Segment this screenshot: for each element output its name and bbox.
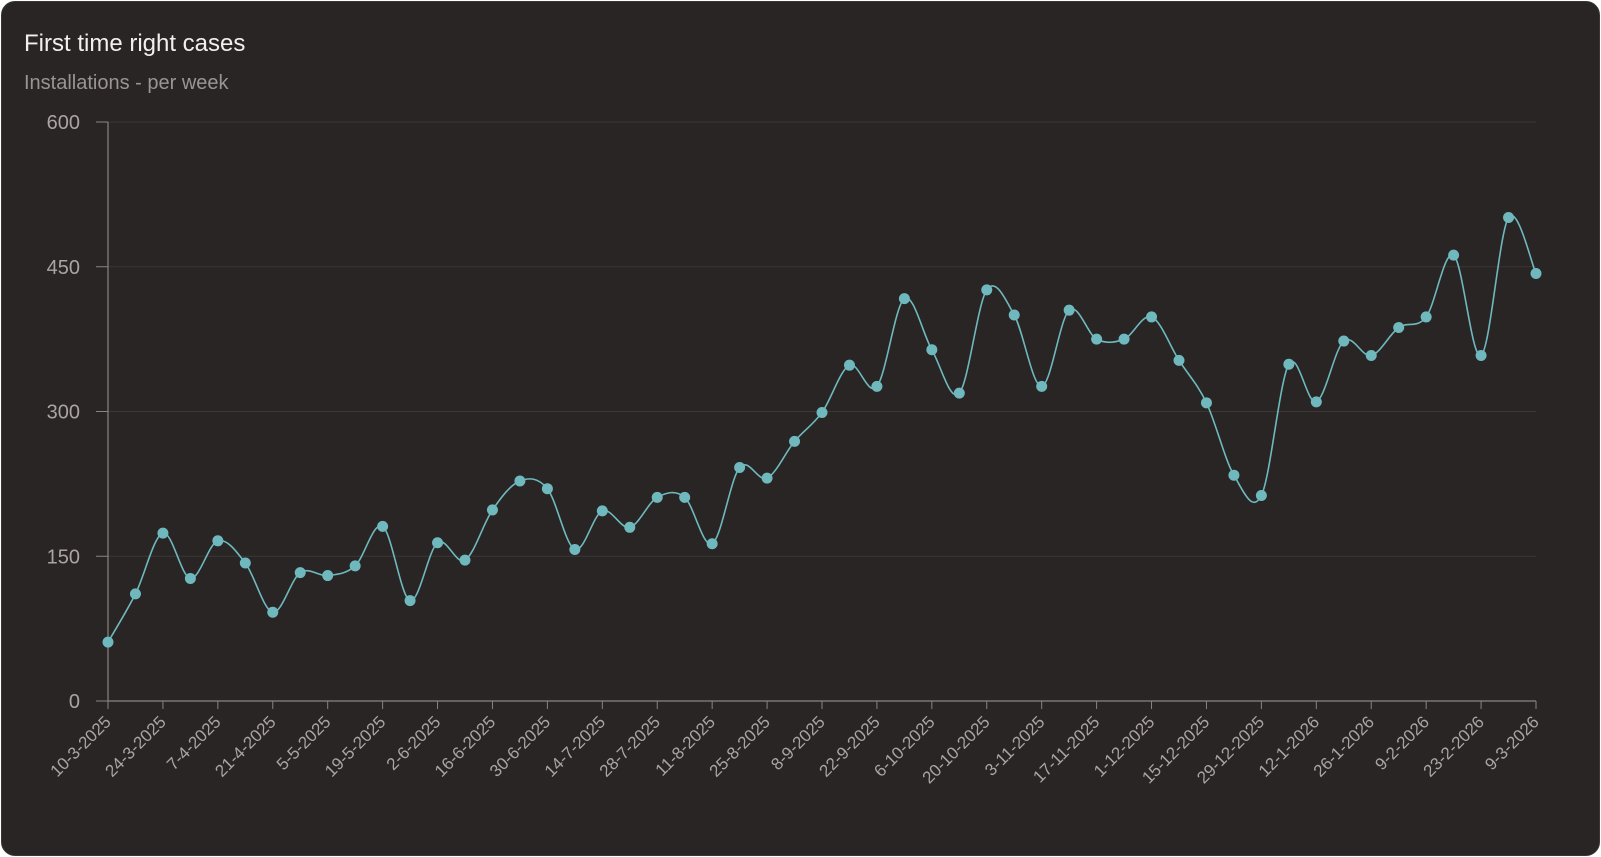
- data-point[interactable]: [706, 538, 718, 550]
- data-point[interactable]: [432, 537, 444, 549]
- y-axis-ticks: 0 150 300 450 600: [47, 112, 108, 713]
- y-tick-label: 600: [47, 112, 80, 134]
- x-tick-label: 26-1-2026: [1310, 712, 1378, 780]
- x-tick-label: 19-5-2025: [321, 712, 389, 780]
- data-point[interactable]: [1420, 311, 1432, 323]
- data-point[interactable]: [267, 606, 279, 618]
- x-tick-label: 24-3-2025: [102, 712, 170, 780]
- chart-subtitle: Installations - per week: [24, 72, 229, 94]
- data-point[interactable]: [514, 475, 526, 487]
- data-point[interactable]: [1200, 397, 1212, 409]
- data-point[interactable]: [1310, 396, 1322, 408]
- x-tick-label: 9-3-2026: [1481, 712, 1543, 774]
- data-point[interactable]: [898, 293, 910, 305]
- data-point[interactable]: [377, 520, 389, 532]
- data-point[interactable]: [212, 535, 224, 547]
- data-point[interactable]: [651, 491, 663, 503]
- data-point[interactable]: [789, 435, 801, 447]
- y-tick-label: 450: [47, 257, 80, 279]
- data-point[interactable]: [404, 595, 416, 607]
- data-point[interactable]: [129, 588, 141, 600]
- chart-title: First time right cases: [24, 30, 246, 57]
- data-point[interactable]: [1338, 335, 1350, 347]
- data-point[interactable]: [102, 636, 114, 648]
- data-point[interactable]: [843, 359, 855, 371]
- data-point[interactable]: [1503, 212, 1515, 224]
- y-tick-label: 300: [47, 402, 80, 424]
- data-point[interactable]: [459, 554, 471, 566]
- data-point[interactable]: [1008, 309, 1020, 321]
- data-point[interactable]: [239, 557, 251, 569]
- data-point[interactable]: [1448, 249, 1460, 261]
- x-tick-label: 21-4-2025: [211, 712, 279, 780]
- data-point[interactable]: [294, 567, 306, 579]
- data-point[interactable]: [1063, 304, 1075, 316]
- data-point[interactable]: [1530, 268, 1542, 280]
- data-point[interactable]: [596, 505, 608, 517]
- data-point[interactable]: [1036, 380, 1048, 392]
- series-line: [107, 214, 1537, 643]
- data-point[interactable]: [624, 521, 636, 533]
- data-point[interactable]: [322, 570, 334, 582]
- data-point[interactable]: [871, 380, 883, 392]
- data-point[interactable]: [157, 527, 169, 539]
- data-point[interactable]: [1255, 489, 1267, 501]
- data-point[interactable]: [541, 483, 553, 495]
- data-point[interactable]: [816, 406, 828, 418]
- y-tick-label: 0: [69, 691, 80, 713]
- x-tick-label: 25-8-2025: [706, 712, 774, 780]
- series-layer: [107, 214, 1537, 643]
- x-tick-label: 28-7-2025: [596, 712, 664, 780]
- data-point[interactable]: [1393, 322, 1405, 334]
- data-point[interactable]: [1228, 469, 1240, 481]
- data-point[interactable]: [1475, 350, 1487, 362]
- data-point[interactable]: [981, 284, 993, 296]
- x-axis-ticks: 10-3-202524-3-20257-4-202521-4-20255-5-2…: [47, 701, 1543, 787]
- data-point[interactable]: [1118, 333, 1130, 345]
- data-point[interactable]: [761, 472, 773, 484]
- y-tick-label: 150: [47, 546, 80, 568]
- data-point[interactable]: [569, 543, 581, 555]
- data-point[interactable]: [926, 344, 938, 356]
- data-point[interactable]: [1146, 311, 1158, 323]
- data-point[interactable]: [679, 491, 691, 503]
- data-point[interactable]: [953, 387, 965, 399]
- x-tick-label: 23-2-2026: [1420, 712, 1488, 780]
- data-point[interactable]: [1173, 354, 1185, 366]
- data-point[interactable]: [1283, 358, 1295, 370]
- data-points: [102, 212, 1542, 648]
- data-point[interactable]: [734, 461, 746, 473]
- grid-lines: [108, 121, 1536, 557]
- data-point[interactable]: [486, 504, 498, 516]
- data-point[interactable]: [1365, 350, 1377, 362]
- data-point[interactable]: [184, 572, 196, 584]
- data-point[interactable]: [1091, 333, 1103, 345]
- data-point[interactable]: [349, 560, 361, 572]
